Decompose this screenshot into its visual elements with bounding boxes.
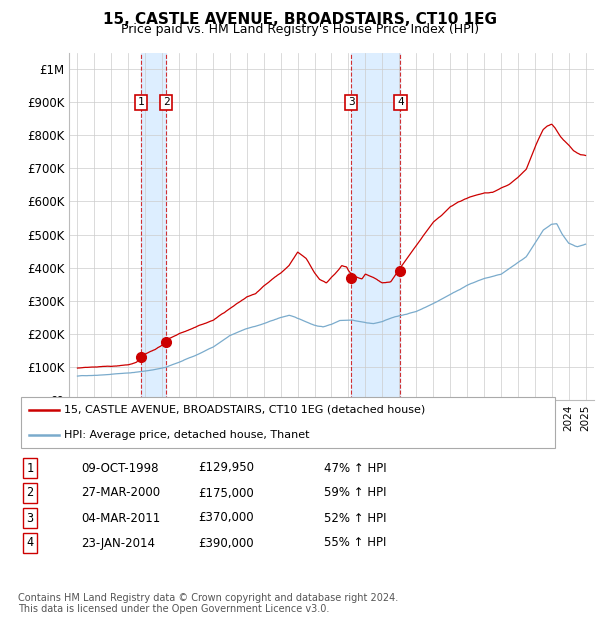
Text: This data is licensed under the Open Government Licence v3.0.: This data is licensed under the Open Gov… bbox=[18, 604, 329, 614]
Text: 4: 4 bbox=[397, 97, 404, 107]
Text: £129,950: £129,950 bbox=[198, 461, 254, 474]
Bar bbox=[142, 53, 166, 400]
Text: 3: 3 bbox=[26, 512, 34, 525]
Text: 1: 1 bbox=[138, 97, 145, 107]
Text: 59% ↑ HPI: 59% ↑ HPI bbox=[324, 487, 386, 500]
Text: £370,000: £370,000 bbox=[198, 512, 254, 525]
Bar bbox=[352, 53, 400, 400]
Text: 2: 2 bbox=[26, 487, 34, 500]
Text: 2: 2 bbox=[163, 97, 170, 107]
Text: 27-MAR-2000: 27-MAR-2000 bbox=[81, 487, 160, 500]
Text: 15, CASTLE AVENUE, BROADSTAIRS, CT10 1EG: 15, CASTLE AVENUE, BROADSTAIRS, CT10 1EG bbox=[103, 12, 497, 27]
Text: £390,000: £390,000 bbox=[198, 536, 254, 549]
Text: 09-OCT-1998: 09-OCT-1998 bbox=[81, 461, 158, 474]
Text: 4: 4 bbox=[26, 536, 34, 549]
Text: Price paid vs. HM Land Registry's House Price Index (HPI): Price paid vs. HM Land Registry's House … bbox=[121, 23, 479, 36]
Text: £175,000: £175,000 bbox=[198, 487, 254, 500]
FancyBboxPatch shape bbox=[20, 397, 556, 448]
Text: 3: 3 bbox=[348, 97, 355, 107]
Text: 1: 1 bbox=[26, 461, 34, 474]
Text: Contains HM Land Registry data © Crown copyright and database right 2024.: Contains HM Land Registry data © Crown c… bbox=[18, 593, 398, 603]
Text: HPI: Average price, detached house, Thanet: HPI: Average price, detached house, Than… bbox=[64, 430, 310, 440]
Text: 04-MAR-2011: 04-MAR-2011 bbox=[81, 512, 160, 525]
Text: 47% ↑ HPI: 47% ↑ HPI bbox=[324, 461, 386, 474]
Text: 52% ↑ HPI: 52% ↑ HPI bbox=[324, 512, 386, 525]
Text: 23-JAN-2014: 23-JAN-2014 bbox=[81, 536, 155, 549]
Text: 55% ↑ HPI: 55% ↑ HPI bbox=[324, 536, 386, 549]
Text: 15, CASTLE AVENUE, BROADSTAIRS, CT10 1EG (detached house): 15, CASTLE AVENUE, BROADSTAIRS, CT10 1EG… bbox=[64, 405, 425, 415]
